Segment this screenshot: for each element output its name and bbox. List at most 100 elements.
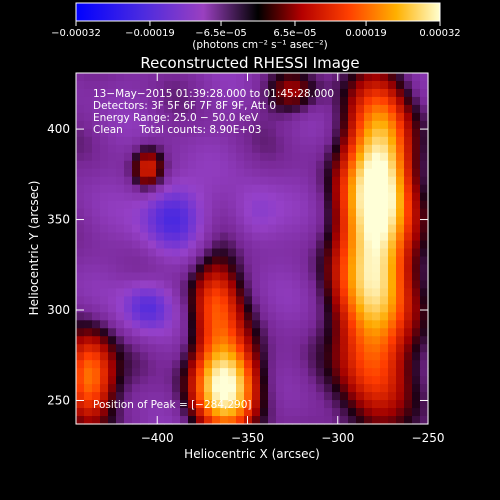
heatmap-cell xyxy=(340,88,349,98)
heatmap-cell xyxy=(364,296,373,305)
heatmap-cell xyxy=(260,224,269,234)
heatmap-cell xyxy=(260,312,269,321)
heatmap-cell xyxy=(372,112,381,122)
heatmap-cell xyxy=(188,376,197,385)
heatmap-cell xyxy=(364,288,373,297)
heatmap-cell xyxy=(300,80,309,90)
heatmap-cell xyxy=(172,264,181,274)
heatmap-cell xyxy=(388,256,397,266)
heatmap-cell xyxy=(292,376,301,385)
heatmap-cell xyxy=(92,80,101,90)
heatmap-cell xyxy=(324,344,333,353)
heatmap-cell xyxy=(108,304,117,313)
heatmap-cell xyxy=(292,88,301,98)
heatmap-cell xyxy=(116,240,125,250)
heatmap-cell xyxy=(348,112,357,122)
heatmap-cell xyxy=(308,192,317,202)
heatmap-cell xyxy=(388,360,397,369)
heatmap-cell xyxy=(156,176,165,186)
heatmap-cell xyxy=(164,344,173,353)
heatmap-cell xyxy=(108,368,117,377)
heatmap-cell xyxy=(84,176,93,186)
x-tick-label: −350 xyxy=(231,431,264,445)
heatmap-cell xyxy=(204,376,213,385)
heatmap-cell xyxy=(204,384,213,393)
heatmap-cell xyxy=(252,176,261,186)
heatmap-cell xyxy=(116,376,125,385)
heatmap-cell xyxy=(284,368,293,377)
heatmap-cell xyxy=(92,304,101,313)
heatmap-cell xyxy=(116,312,125,321)
heatmap-cell xyxy=(364,200,373,210)
heatmap-cell xyxy=(244,256,253,266)
heatmap-cell xyxy=(268,416,277,425)
heatmap-cell xyxy=(116,168,125,178)
heatmap-cell xyxy=(116,216,125,226)
heatmap-cell xyxy=(180,240,189,250)
heatmap-cell xyxy=(356,384,365,393)
heatmap-cell xyxy=(236,88,245,98)
heatmap-cell xyxy=(108,256,117,266)
heatmap-cell xyxy=(252,400,261,409)
heatmap-cell xyxy=(420,112,429,122)
heatmap-cell xyxy=(180,256,189,266)
heatmap-cell xyxy=(148,384,157,393)
heatmap-cell xyxy=(140,216,149,226)
x-tick-label: −300 xyxy=(321,431,354,445)
heatmap-cell xyxy=(228,128,237,138)
heatmap-cell xyxy=(316,384,325,393)
heatmap-cell xyxy=(332,160,341,170)
heatmap-cell xyxy=(268,160,277,170)
heatmap-cell xyxy=(148,240,157,250)
heatmap-cell xyxy=(356,240,365,250)
heatmap-cell xyxy=(212,368,221,377)
heatmap-cell xyxy=(412,376,421,385)
heatmap-cell xyxy=(244,152,253,162)
heatmap-cell xyxy=(404,256,413,266)
heatmap-cell xyxy=(108,360,117,369)
heatmap-cell xyxy=(196,200,205,210)
heatmap-cell xyxy=(108,280,117,289)
heatmap-cell xyxy=(132,192,141,202)
heatmap-cell xyxy=(116,200,125,210)
heatmap-cell xyxy=(348,200,357,210)
heatmap-cell xyxy=(396,232,405,242)
heatmap-cell xyxy=(252,224,261,234)
heatmap-cell xyxy=(292,208,301,218)
heatmap-cell xyxy=(356,408,365,417)
heatmap-cell xyxy=(148,408,157,417)
heatmap-cell xyxy=(324,73,333,82)
heatmap-cell xyxy=(404,392,413,401)
heatmap-cell xyxy=(92,256,101,266)
heatmap-cell xyxy=(180,264,189,274)
heatmap-cell xyxy=(308,144,317,154)
heatmap-cell xyxy=(84,96,93,106)
heatmap-cell xyxy=(196,360,205,369)
heatmap-cell xyxy=(372,232,381,242)
heatmap-cell xyxy=(252,256,261,266)
heatmap-cell xyxy=(140,360,149,369)
heatmap-cell xyxy=(364,248,373,258)
heatmap-cell xyxy=(84,144,93,154)
heatmap-cell xyxy=(260,352,269,361)
heatmap-cell xyxy=(308,256,317,266)
heatmap-cell xyxy=(172,136,181,146)
heatmap-cell xyxy=(324,312,333,321)
heatmap-cell xyxy=(276,344,285,353)
heatmap-cell xyxy=(148,312,157,321)
heatmap-cell xyxy=(228,240,237,250)
heatmap-cell xyxy=(124,144,133,154)
heatmap-image xyxy=(76,73,429,425)
heatmap-cell xyxy=(276,216,285,226)
heatmap-cell xyxy=(252,232,261,242)
heatmap-cell xyxy=(236,80,245,90)
heatmap-cell xyxy=(324,88,333,98)
heatmap-cell xyxy=(404,192,413,202)
heatmap-cell xyxy=(356,328,365,337)
heatmap-cell xyxy=(268,144,277,154)
heatmap-cell xyxy=(164,96,173,106)
heatmap-cell xyxy=(380,128,389,138)
heatmap-cell xyxy=(388,240,397,250)
heatmap-cell xyxy=(372,416,381,425)
heatmap-cell xyxy=(124,392,133,401)
